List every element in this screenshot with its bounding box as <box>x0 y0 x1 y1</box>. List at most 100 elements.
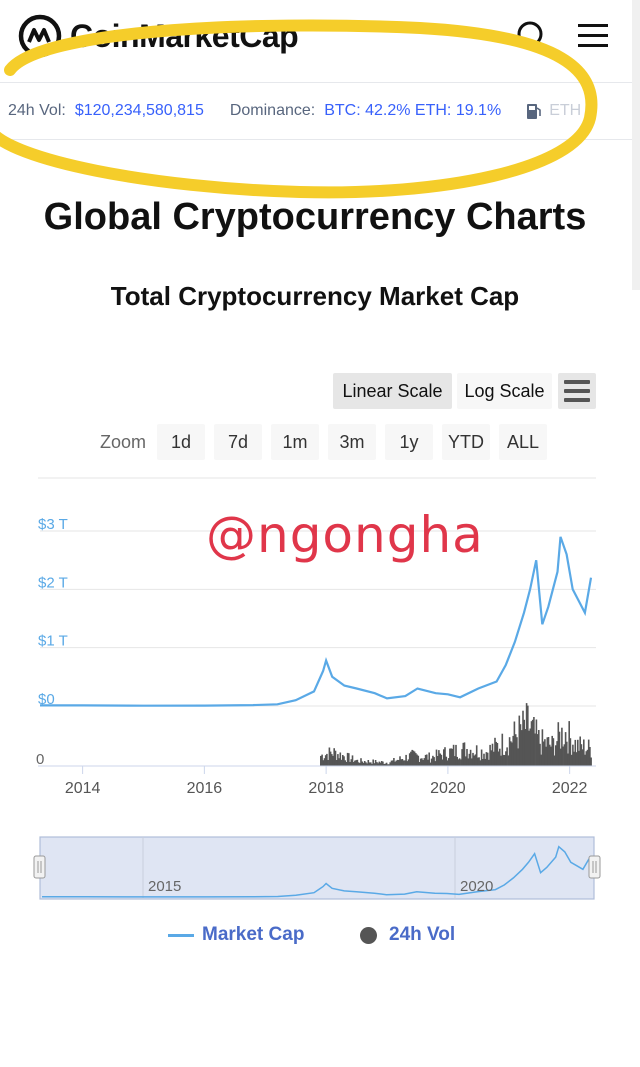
legend-item-24h-vol[interactable]: 24h Vol <box>360 924 455 946</box>
volume-bar <box>501 733 504 766</box>
navigator-window[interactable] <box>39 836 595 900</box>
volume-bar <box>407 759 410 766</box>
chart-menu-button[interactable] <box>558 373 596 409</box>
volume-bar <box>410 751 412 766</box>
volume-bar <box>458 758 461 766</box>
volume-bar <box>357 762 360 766</box>
volume-bar <box>328 747 331 766</box>
volume-bar <box>339 752 342 766</box>
volume-bar <box>573 751 575 766</box>
volume-bar <box>377 763 379 766</box>
brand-name: CoinMarketCap <box>70 17 299 54</box>
legend-item-market-cap[interactable]: Market Cap <box>168 924 304 946</box>
navigator-handle-right[interactable] <box>588 855 601 879</box>
zoom-1m-button[interactable]: 1m <box>271 424 319 460</box>
volume-bar <box>505 751 507 766</box>
global-stats-bar: 24h Vol: $120,234,580,815 Dominance: BTC… <box>0 82 640 140</box>
volume-bar <box>460 759 462 766</box>
zoom-3m-button[interactable]: 3m <box>328 424 376 460</box>
volume-bar <box>561 727 563 766</box>
volume-bar <box>423 758 426 766</box>
volume-bar <box>485 752 488 766</box>
volume-bar <box>355 760 357 766</box>
zoom-all-button[interactable]: ALL <box>499 424 547 460</box>
volume-bar <box>422 760 424 766</box>
vol-label: 24h Vol: <box>8 102 66 119</box>
page-title: Global Cryptocurrency Charts <box>43 196 587 238</box>
linear-scale-button[interactable]: Linear Scale <box>333 373 452 409</box>
volume-bar <box>464 756 467 766</box>
hamburger-menu-icon[interactable] <box>575 18 611 54</box>
volume-bar <box>356 759 359 766</box>
volume-bar <box>350 759 353 766</box>
volume-bar <box>574 739 577 766</box>
volume-bar <box>551 735 553 766</box>
volume-bar <box>348 753 350 766</box>
market-cap-line <box>40 536 593 707</box>
volume-bar <box>320 755 322 766</box>
volume-bar <box>585 751 588 766</box>
volume-bar <box>564 732 567 766</box>
search-icon[interactable] <box>514 18 550 54</box>
volume-bar <box>452 744 455 766</box>
volume-bar <box>449 748 451 766</box>
zoom-ytd-button[interactable]: YTD <box>442 424 490 460</box>
watermark-text: @ngongha <box>206 506 484 564</box>
volume-bar <box>454 756 456 766</box>
volume-bar <box>340 759 343 766</box>
volume-bar <box>534 733 536 766</box>
volume-bar <box>388 764 390 766</box>
volume-bar <box>575 752 578 766</box>
volume-bar <box>366 763 368 766</box>
legend-label-24h-vol: 24h Vol <box>389 924 456 945</box>
volume-bar <box>417 755 420 766</box>
volume-bar <box>502 754 505 766</box>
zoom-1d-button[interactable]: 1d <box>157 424 205 460</box>
volume-bar <box>547 737 550 766</box>
chart-navigator[interactable]: 2015 2020 <box>0 830 640 910</box>
volume-bar <box>590 757 592 766</box>
volume-bar <box>478 757 480 766</box>
volume-bar <box>439 753 441 766</box>
volume-bar <box>474 754 477 766</box>
vol-value[interactable]: $120,234,580,815 <box>74 102 204 119</box>
log-scale-button[interactable]: Log Scale <box>457 373 552 409</box>
volume-bar <box>467 758 469 766</box>
volume-bar <box>473 755 476 766</box>
zoom-7d-button[interactable]: 7d <box>214 424 262 460</box>
volume-bar <box>370 762 372 766</box>
volume-bar <box>390 760 393 766</box>
volume-bar <box>321 754 323 766</box>
y-tick-label: $1 T <box>38 633 68 650</box>
x-tick-label: 2014 <box>65 780 101 797</box>
volume-bar <box>450 748 452 766</box>
volume-bar <box>372 759 374 766</box>
volume-bar <box>548 744 551 766</box>
volume-bar <box>492 751 495 766</box>
volume-bar <box>440 754 443 766</box>
market-cap-chart[interactable]: $3 T $2 T $1 T $0 0 2014 2016 2018 2020 2022 <box>0 470 640 890</box>
volume-bar <box>510 741 512 766</box>
volume-bar <box>512 735 514 766</box>
volume-bar <box>415 753 417 766</box>
logo[interactable]: CoinMarketCap <box>18 14 299 58</box>
volume-bar <box>497 751 500 766</box>
eth-gas-text[interactable]: ETH <box>549 102 582 119</box>
volume-bar <box>373 763 376 766</box>
volume-bar <box>401 759 404 766</box>
navigator-handle-left[interactable] <box>33 855 46 879</box>
volume-bar <box>527 705 529 766</box>
volume-bar <box>432 755 434 766</box>
volume-bar <box>433 757 435 766</box>
zoom-1y-button[interactable]: 1y <box>385 424 433 460</box>
page-scrollbar[interactable] <box>632 0 640 290</box>
dominance-label: Dominance: <box>229 102 316 119</box>
volume-bar <box>522 710 524 766</box>
volume-bar <box>429 762 432 766</box>
volume-bar <box>559 748 562 766</box>
zoom-label: Zoom <box>100 432 147 452</box>
volume-bar <box>500 755 502 766</box>
volume-bar <box>466 749 468 766</box>
volume-bar <box>446 760 449 766</box>
dominance-value[interactable]: BTC: 42.2% ETH: 19.1% <box>324 102 502 119</box>
